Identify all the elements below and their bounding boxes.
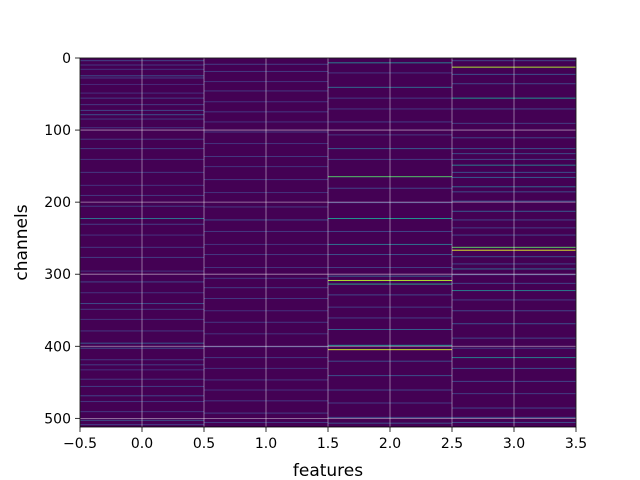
y-axis-label: channels	[12, 204, 32, 280]
x-tick-label: 0.0	[131, 436, 153, 452]
x-tick-label: 3.5	[565, 436, 587, 452]
x-tick-label: 2.5	[441, 436, 463, 452]
x-tick-label: 0.5	[193, 436, 215, 452]
x-tick-label: 2.0	[379, 436, 401, 452]
plot-area	[79, 57, 577, 428]
y-tick-label: 500	[44, 411, 71, 427]
x-axis-label: features	[293, 461, 363, 480]
y-tick-label: 400	[44, 339, 71, 355]
x-tick-label: 1.5	[317, 436, 339, 452]
y-tick-label: 0	[62, 51, 71, 67]
x-tick-label: 1.0	[255, 436, 277, 452]
x-tick-label: 3.0	[503, 436, 525, 452]
y-axis-ticks: 0 100 200 300 400 500	[44, 51, 80, 427]
x-tick-label: −0.5	[63, 436, 97, 452]
y-tick-label: 300	[44, 267, 71, 283]
y-tick-label: 200	[44, 195, 71, 211]
y-tick-label: 100	[44, 123, 71, 139]
x-axis-ticks: −0.5 0.0 0.5 1.0 1.5 2.0 2.5 3.0 3.5	[63, 427, 587, 452]
